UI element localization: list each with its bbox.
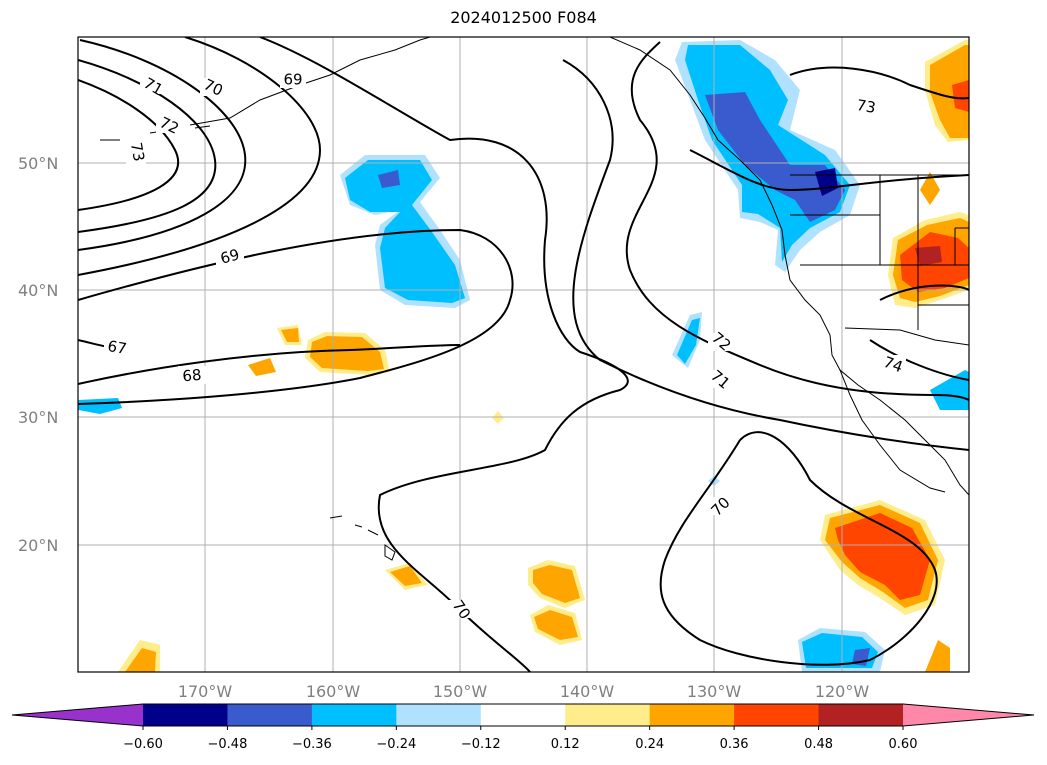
colorbar-tick-label: 0.48 <box>804 737 833 752</box>
contour-71-nw <box>78 39 247 251</box>
map-title: 2024012500 F084 <box>450 8 597 27</box>
anomaly-positive-canada-core <box>930 45 969 138</box>
anomaly-positive-mexico-max <box>835 513 930 600</box>
lat-label: 20°N <box>18 536 58 555</box>
anomaly-positive-nevada-thin <box>920 172 940 205</box>
us-mexico-border <box>844 327 969 346</box>
colorbar-segment <box>227 704 313 726</box>
colorbar-tick-label: 0.24 <box>635 737 664 752</box>
alaska-peninsula-coast <box>189 37 431 126</box>
colorbar-ticks: −0.60 −0.48 −0.36 −0.24 −0.12 0.12 0.24 0.36 0.4… <box>123 726 917 752</box>
anomaly-positive-canada-max <box>952 80 969 112</box>
contour-68 <box>78 344 461 385</box>
contour-71-east <box>562 59 969 451</box>
lon-label: 160°W <box>306 682 361 701</box>
lat-label: 50°N <box>18 154 58 173</box>
anomaly-positive-south-1-core <box>533 565 580 603</box>
colorbar-segment <box>480 704 566 726</box>
contour-label: 68 <box>182 366 203 386</box>
state-borders <box>790 175 969 330</box>
latitude-labels: 50°N 40°N 30°N 20°N <box>18 154 58 555</box>
contour-74 <box>869 284 969 381</box>
lon-label: 120°W <box>815 682 870 701</box>
colorbar-segment <box>143 704 228 726</box>
baja-california <box>839 369 946 493</box>
colorbar-tick-label: 0.36 <box>720 737 749 752</box>
anomaly-positive-south-2-core <box>534 610 578 640</box>
colorbar-tick-label: −0.36 <box>292 737 332 752</box>
colorbar-segment <box>565 704 651 726</box>
colorbar-segments <box>11 703 1035 727</box>
colorbar-segment <box>311 704 397 726</box>
anomaly-positive-hawaii-core <box>390 566 422 586</box>
colorbar-segment <box>818 704 904 726</box>
lat-label: 30°N <box>18 408 58 427</box>
anomaly-positive-great-basin-peak <box>915 246 942 266</box>
colorbar-tick-label: 0.60 <box>889 737 918 752</box>
colorbar-tick-label: −0.12 <box>461 737 501 752</box>
hawaii-islands <box>329 515 396 561</box>
plot-frame <box>77 36 970 673</box>
anomaly-positive-small-1-core <box>281 328 299 342</box>
contour-69-central <box>78 228 514 405</box>
lon-label: 130°W <box>687 682 742 701</box>
gridlines <box>78 37 969 672</box>
contour-label: 67 <box>106 337 128 358</box>
colorbar-extend-low <box>12 704 143 726</box>
contour-label: 73 <box>855 96 877 117</box>
contour-69 <box>259 37 629 672</box>
anomaly-positive-small-2 <box>248 358 276 376</box>
contour-labels: 71 70 69 72 73 69 67 68 72 71 73 74 70 <box>104 70 906 623</box>
contour-label: 69 <box>283 71 302 89</box>
contour-70-nw <box>78 37 322 276</box>
lat-label: 40°N <box>18 281 58 300</box>
anomaly-negative-small-1-core <box>677 318 700 364</box>
anomaly-positive-southeast-edge <box>925 640 950 672</box>
colorbar-tick-label: 0.12 <box>551 737 580 752</box>
lon-label: 150°W <box>433 682 488 701</box>
colorbar-extend-high <box>903 704 1034 726</box>
plot-area: 71 70 69 72 73 69 67 68 72 71 73 74 70 <box>78 37 969 672</box>
colorbar-segment <box>396 704 482 726</box>
contour-label: 69 <box>218 245 241 267</box>
colorbar-segment <box>734 704 820 726</box>
contour-label: 73 <box>127 141 148 163</box>
anomaly-positive-southwest-core <box>125 648 156 672</box>
contour-label: 74 <box>881 353 905 376</box>
colorbar: −0.60 −0.48 −0.36 −0.24 −0.12 0.12 0.24 0.36 0.4… <box>11 703 1035 752</box>
colorbar-tick-label: −0.60 <box>123 737 163 752</box>
contour-73-east <box>789 66 969 100</box>
colorbar-tick-label: −0.48 <box>208 737 248 752</box>
contour-72-east <box>625 41 969 401</box>
colorbar-tick-label: −0.24 <box>376 737 416 752</box>
contour-73-east-lower <box>689 149 969 192</box>
north-america-coast <box>609 37 969 496</box>
colorbar-segment <box>649 704 735 726</box>
longitude-labels: 170°W 160°W 150°W 140°W 130°W 120°W <box>178 682 870 701</box>
lon-label: 170°W <box>178 682 233 701</box>
contour-73-nw <box>78 79 180 211</box>
anomaly-positive-central-pacific-core <box>310 336 384 371</box>
anomaly-negative-baja <box>930 370 969 410</box>
lon-label: 140°W <box>560 682 615 701</box>
height-contours <box>78 37 969 672</box>
anomaly-negative-central-pacific-max <box>378 170 400 188</box>
contour-70-southeast <box>659 431 938 666</box>
